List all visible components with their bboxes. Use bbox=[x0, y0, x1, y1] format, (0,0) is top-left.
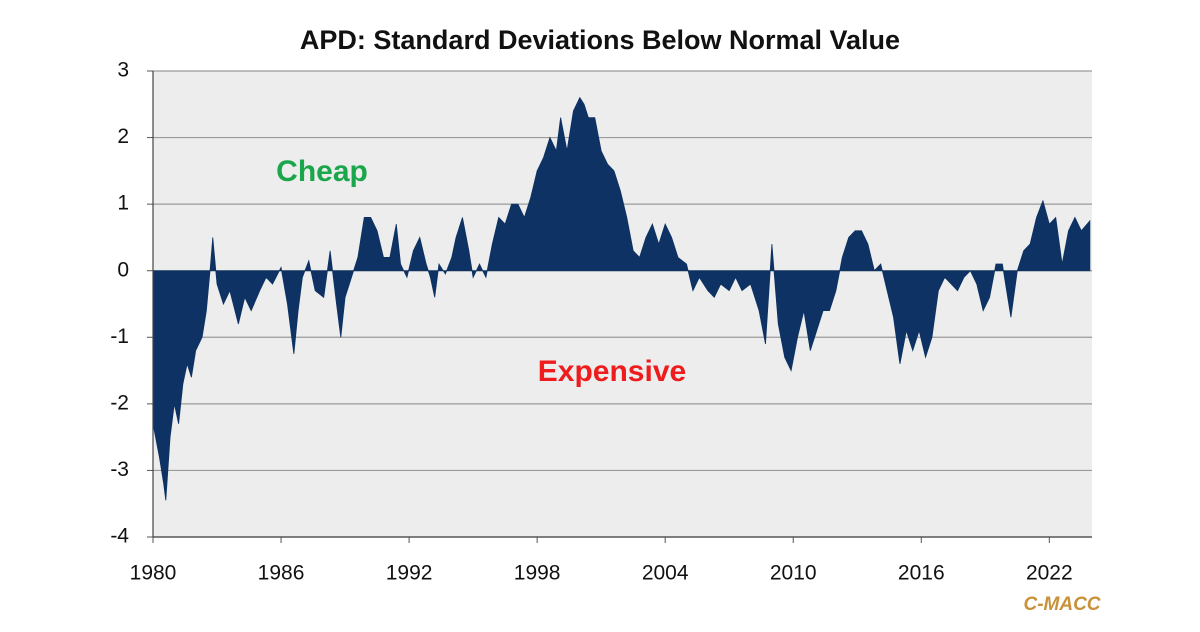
x-tick-label: 2016 bbox=[898, 562, 945, 585]
x-tick-label: 1992 bbox=[386, 562, 433, 585]
y-tick-label: -1 bbox=[110, 325, 129, 348]
area bbox=[152, 96, 1091, 501]
y-tick-label: 0 bbox=[117, 258, 129, 281]
x-tick-label: 2022 bbox=[1026, 562, 1073, 585]
chart-title: APD: Standard Deviations Below Normal Va… bbox=[300, 25, 900, 55]
y-tick-label: -2 bbox=[110, 391, 129, 414]
marks bbox=[152, 96, 1091, 501]
x-tick-label: 1980 bbox=[130, 562, 177, 585]
y-tick-label: 3 bbox=[117, 59, 129, 82]
y-tick-label: -3 bbox=[110, 458, 129, 481]
annotation: Cheap bbox=[276, 155, 368, 188]
x-tick-label: 2010 bbox=[770, 562, 817, 585]
x-tick-label: 1998 bbox=[514, 562, 561, 585]
annotation: C-MACC bbox=[1023, 594, 1100, 615]
x-tick-label: 1986 bbox=[258, 562, 305, 585]
x-tick-label: 2004 bbox=[642, 562, 689, 585]
y-tick-label: -4 bbox=[110, 525, 129, 548]
y-tick-label: 1 bbox=[117, 192, 129, 215]
y-tick-label: 2 bbox=[117, 125, 129, 148]
annotation: Expensive bbox=[538, 355, 686, 388]
